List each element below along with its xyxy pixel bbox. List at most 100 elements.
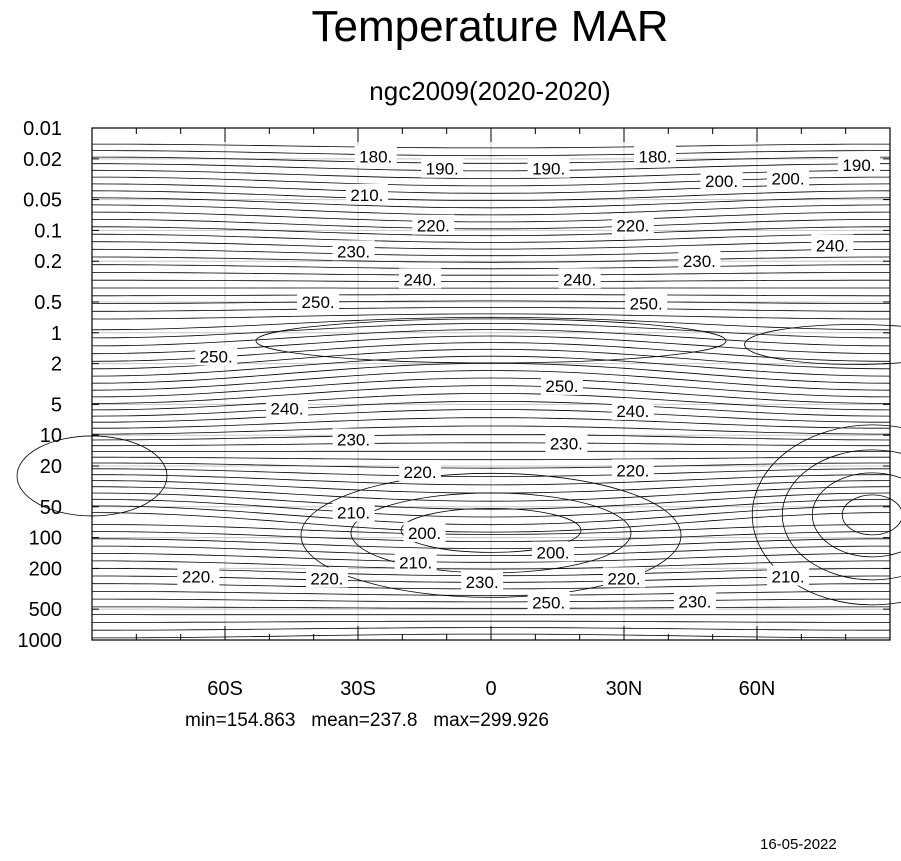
contour-label: 230. (337, 242, 370, 261)
contour-closed (781, 449, 901, 581)
contour-label: 220. (310, 569, 343, 588)
y-axis-labels: 0.01 0.02 0.05 0.1 0.2 0.5 1 2 5 10 20 50 100 200 500 1… (18, 118, 63, 652)
contour-line (92, 598, 890, 603)
y-tick-label: 0.2 (34, 251, 62, 273)
contour-closed (744, 324, 901, 365)
contour-label: 210. (350, 186, 383, 205)
contour-label-bg (767, 167, 810, 188)
contour-label-bg (332, 428, 375, 449)
contour-line (92, 462, 890, 469)
contour-line (92, 620, 890, 623)
contour-label: 190. (426, 160, 459, 179)
contour-line (91, 197, 891, 209)
contour-line (92, 531, 890, 543)
y-tick-label: 0.5 (34, 292, 62, 314)
y-tick-label: 1 (51, 323, 62, 345)
contour-label-bg (837, 154, 880, 175)
contour-label-bg (611, 459, 654, 480)
chart-subtitle: ngc2009(2020-2020) (369, 76, 611, 106)
contour-line (92, 226, 890, 237)
contour-label-bg (673, 590, 716, 611)
contour-label-bg (611, 399, 654, 420)
contour-line (92, 425, 890, 435)
contour-label-bg (399, 268, 442, 289)
contour-label-bg (412, 214, 455, 235)
contour-line (91, 150, 891, 157)
contour-line (91, 233, 891, 243)
contour-label: 230. (337, 430, 370, 449)
contour-label-bg (540, 374, 583, 395)
contour-line (92, 417, 890, 429)
contour-line (91, 392, 891, 411)
x-tick-label: 30N (606, 678, 643, 700)
contour-label: 220. (182, 568, 215, 587)
contour-label-bg (354, 145, 397, 166)
contour-label-bg (403, 521, 446, 542)
contour-label-bg (558, 268, 601, 289)
contour-line (91, 385, 891, 404)
contour-label-bg (611, 214, 654, 235)
y-tick-label: 0.02 (23, 149, 62, 171)
contour-label-bg (332, 240, 375, 261)
contour-label: 210. (399, 553, 432, 572)
contour-label-bg (421, 157, 464, 178)
contour-label: 240. (616, 402, 649, 421)
contour-label-bg (767, 565, 810, 586)
contour-label: 250. (545, 377, 578, 396)
contour-label: 200. (408, 524, 441, 543)
contour-label-bg (545, 432, 588, 453)
contour-line (92, 468, 890, 478)
contour-line (91, 524, 891, 535)
mean-stat: mean=237.8 (311, 710, 418, 731)
contour-line (92, 606, 890, 609)
contour-label: 230. (678, 592, 711, 611)
contour-line (91, 434, 891, 441)
contour-label-bg (532, 541, 575, 562)
y-tick-label: 0.01 (23, 118, 62, 140)
stats-line: min=154.863 mean=237.8 max=299.926 (185, 710, 549, 732)
contour-label: 230. (683, 252, 716, 271)
contour-label-bg (811, 234, 854, 255)
contour-label: 200. (705, 172, 738, 191)
contour-label-bg (305, 567, 348, 588)
contour-line (92, 264, 890, 270)
contour-label: 210. (337, 504, 370, 523)
contour-line (91, 241, 891, 250)
contour-line (91, 329, 891, 347)
contour-line (91, 322, 891, 339)
contour-line (91, 248, 891, 257)
chart-title: Temperature MAR (311, 2, 669, 51)
min-stat: min=154.863 (185, 710, 296, 731)
contour-label: 220. (616, 217, 649, 236)
y-tick-label: 1000 (18, 630, 63, 652)
contour-line (91, 400, 891, 417)
contour-line (92, 300, 890, 304)
contour-label: 180. (638, 148, 671, 167)
contour-line (91, 190, 891, 202)
contour-label: 230. (466, 573, 499, 592)
contour-label: 190. (532, 160, 565, 179)
contour-line (91, 370, 891, 391)
y-tick-label: 50 (40, 497, 62, 519)
contour-lines (16, 143, 901, 639)
y-tick-label: 500 (29, 599, 62, 621)
contour-line (91, 316, 891, 331)
contour-line (91, 204, 891, 216)
x-tick-label: 60S (207, 678, 243, 700)
contour-closed (400, 507, 582, 553)
contour-line (92, 409, 890, 423)
contour-label: 220. (417, 217, 450, 236)
y-tick-label: 200 (29, 558, 62, 580)
contour-label-bg (634, 145, 677, 166)
contour-line (92, 442, 890, 447)
contour-label: 220. (616, 461, 649, 480)
contour-label-bg (461, 570, 504, 591)
y-tick-label: 0.1 (34, 220, 62, 242)
contour-line (91, 492, 891, 510)
y-tick-label: 100 (29, 528, 62, 550)
contour-line (91, 169, 891, 179)
contour-label-bg (527, 157, 570, 178)
contour-label-bg (399, 461, 442, 482)
contour-label: 200. (537, 544, 570, 563)
